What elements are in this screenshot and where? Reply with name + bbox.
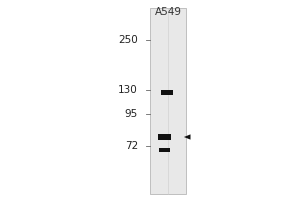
Text: 72: 72: [125, 141, 138, 151]
Text: 250: 250: [118, 35, 138, 45]
Bar: [160, 148, 170, 152]
Bar: [150, 8, 186, 194]
Text: 95: 95: [125, 109, 138, 119]
Bar: [158, 134, 172, 140]
Text: 130: 130: [118, 85, 138, 95]
Polygon shape: [184, 134, 190, 140]
Text: A549: A549: [154, 7, 182, 17]
Bar: [160, 90, 172, 95]
